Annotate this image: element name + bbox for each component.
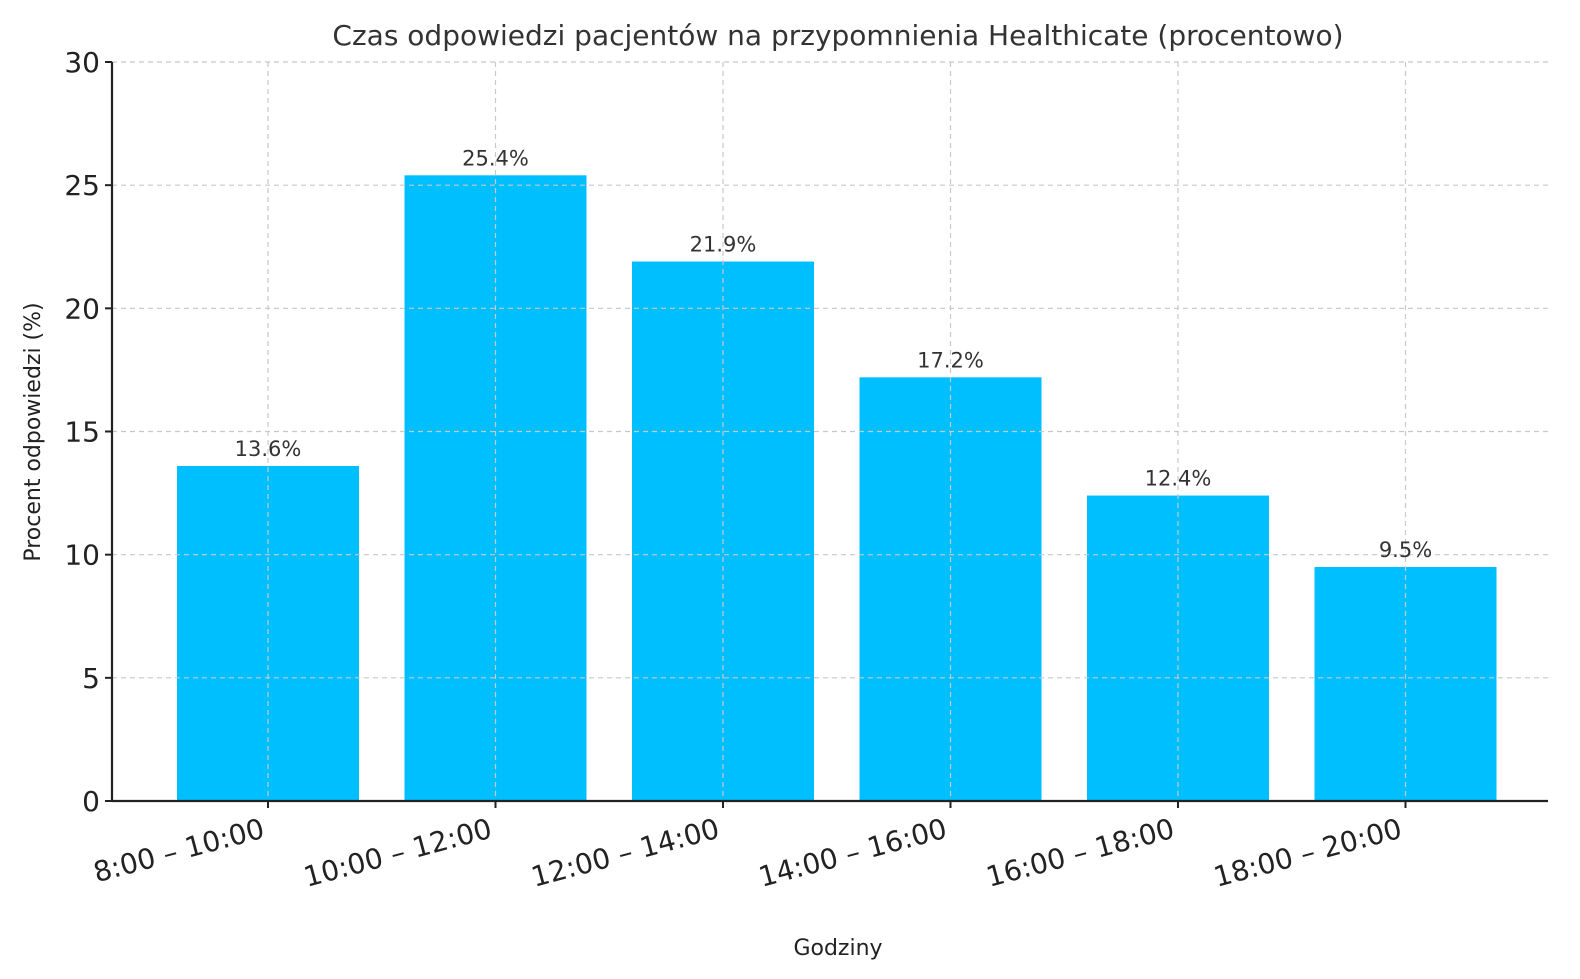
y-tick-label: 20 <box>64 292 100 325</box>
y-tick-label: 25 <box>64 169 100 202</box>
y-axis-label: Procent odpowiedzi (%) <box>21 302 46 561</box>
x-tick-label: 10:00 – 12:00 <box>300 812 495 894</box>
x-tick-label: 18:00 – 20:00 <box>1210 812 1405 894</box>
y-tick-label: 30 <box>64 46 100 79</box>
chart-title: Czas odpowiedzi pacjentów na przypomnien… <box>332 19 1343 52</box>
x-tick-label: 8:00 – 10:00 <box>90 812 268 889</box>
bar-value-label: 9.5% <box>1379 538 1432 562</box>
y-ticks: 0 5 10 15 20 25 30 <box>64 46 112 818</box>
y-tick-label: 0 <box>82 785 100 818</box>
value-labels: 13.6% 25.4% 21.9% 17.2% 12.4% 9.5% <box>235 146 1433 562</box>
grid <box>112 61 1548 801</box>
x-ticks: 8:00 – 10:00 10:00 – 12:00 12:00 – 14:00 14… <box>90 801 1407 894</box>
bar-value-label: 12.4% <box>1145 467 1212 491</box>
y-tick-label: 5 <box>82 662 100 695</box>
x-tick-label: 14:00 – 16:00 <box>755 812 950 894</box>
x-tick-label: 12:00 – 14:00 <box>528 812 723 894</box>
y-tick-label: 10 <box>64 539 100 572</box>
bars <box>177 175 1497 801</box>
bar-value-label: 17.2% <box>917 348 984 372</box>
bar-value-label: 13.6% <box>235 437 302 461</box>
bar-value-label: 25.4% <box>462 146 529 170</box>
x-tick-label: 16:00 – 18:00 <box>983 812 1178 894</box>
y-tick-label: 15 <box>64 416 100 449</box>
x-axis-label: Godziny <box>793 936 882 961</box>
bar-value-label: 21.9% <box>690 233 757 257</box>
